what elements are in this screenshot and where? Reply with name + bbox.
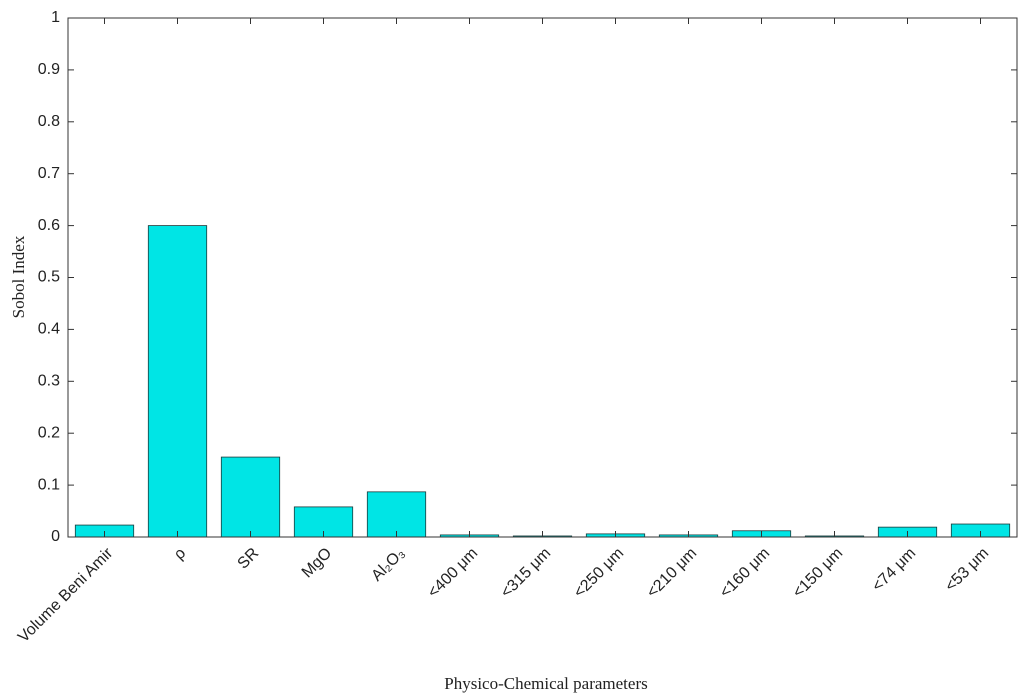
- x-tick-label: <210 μm: [644, 545, 701, 602]
- y-tick-label: 1: [51, 9, 60, 26]
- y-tick-label: 0.9: [38, 61, 60, 78]
- y-tick-label: 0.3: [38, 373, 60, 390]
- x-tick-label: <400 μm: [425, 545, 482, 602]
- x-tick-label: Volume Beni Amir: [15, 544, 117, 646]
- y-tick-label: 0: [51, 528, 60, 545]
- x-tick-label: <160 μm: [717, 545, 774, 602]
- x-tick-label: <250 μm: [571, 545, 628, 602]
- x-tick-label: <74 μm: [869, 545, 919, 595]
- x-tick-label: <315 μm: [498, 545, 555, 602]
- x-axis-label: Physico-Chemical parameters: [444, 674, 647, 693]
- y-tick-label: 0.7: [38, 165, 60, 182]
- x-tick-label: <53 μm: [942, 545, 992, 595]
- bar: [147, 225, 208, 538]
- y-tick-label: 0.1: [38, 476, 60, 493]
- x-tick-label: Al₂O₃: [368, 545, 408, 585]
- x-tick-label: ρ: [171, 545, 189, 563]
- y-tick-label: 0.2: [38, 424, 60, 441]
- x-tick-label: MgO: [299, 545, 336, 582]
- y-tick-label: 0.6: [38, 217, 60, 234]
- y-axis-label: Sobol Index: [9, 235, 28, 318]
- bar: [220, 456, 281, 538]
- y-tick-label: 0.4: [38, 321, 60, 338]
- y-tick-label: 0.8: [38, 113, 60, 130]
- bar: [366, 491, 427, 538]
- x-tick-label: SR: [235, 545, 263, 573]
- x-tick-label: <150 μm: [790, 545, 847, 602]
- y-tick-label: 0.5: [38, 269, 60, 286]
- plot-frame: [67, 17, 1018, 538]
